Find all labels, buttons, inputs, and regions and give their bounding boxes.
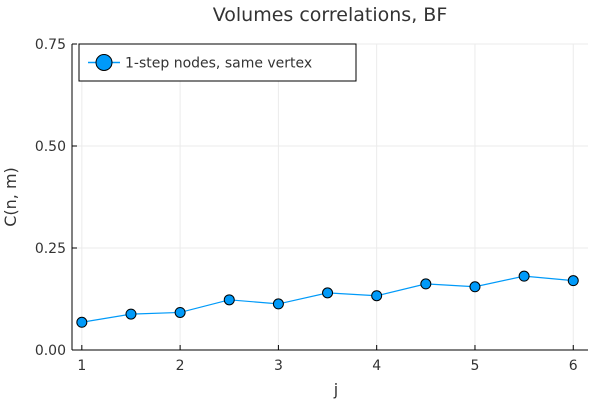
x-tick-label: 6: [569, 358, 578, 374]
data-point: [125, 308, 137, 320]
legend-box: [78, 43, 357, 82]
chart-title: Volumes correlations, BF: [213, 4, 448, 26]
series-line: [81, 275, 574, 323]
legend: 1-step nodes, same vertex: [78, 43, 357, 82]
data-point: [371, 290, 383, 302]
series-layer: [76, 270, 579, 328]
legend-marker: [95, 54, 113, 71]
data-point: [223, 294, 235, 306]
x-tick-label: 1: [77, 358, 86, 374]
axes: [71, 43, 588, 351]
y-tick-label: 0.00: [35, 343, 66, 359]
y-tick-label: 0.50: [35, 139, 66, 155]
x-tick-label: 5: [471, 358, 480, 374]
x-axis-label: j: [333, 380, 338, 399]
x-tick-label: 3: [274, 358, 283, 374]
data-point: [567, 275, 579, 287]
data-point: [469, 281, 481, 293]
x-tick-label: 2: [176, 358, 185, 374]
y-tick-label: 0.75: [35, 37, 66, 53]
legend-label: 1-step nodes, same vertex: [125, 56, 312, 72]
data-point: [420, 278, 432, 290]
data-point: [518, 270, 530, 282]
data-point: [174, 306, 186, 318]
y-axis-label: C(n, m): [1, 167, 20, 227]
y-tick-label: 0.25: [35, 241, 66, 257]
grid: [72, 43, 588, 351]
data-point: [322, 287, 334, 299]
data-point: [272, 298, 284, 310]
x-tick-label: 4: [372, 358, 381, 374]
data-point: [76, 316, 88, 328]
tick-labels: 1 2 3 4 5 6 0.00 0.25 0.50 0.75: [35, 37, 578, 374]
